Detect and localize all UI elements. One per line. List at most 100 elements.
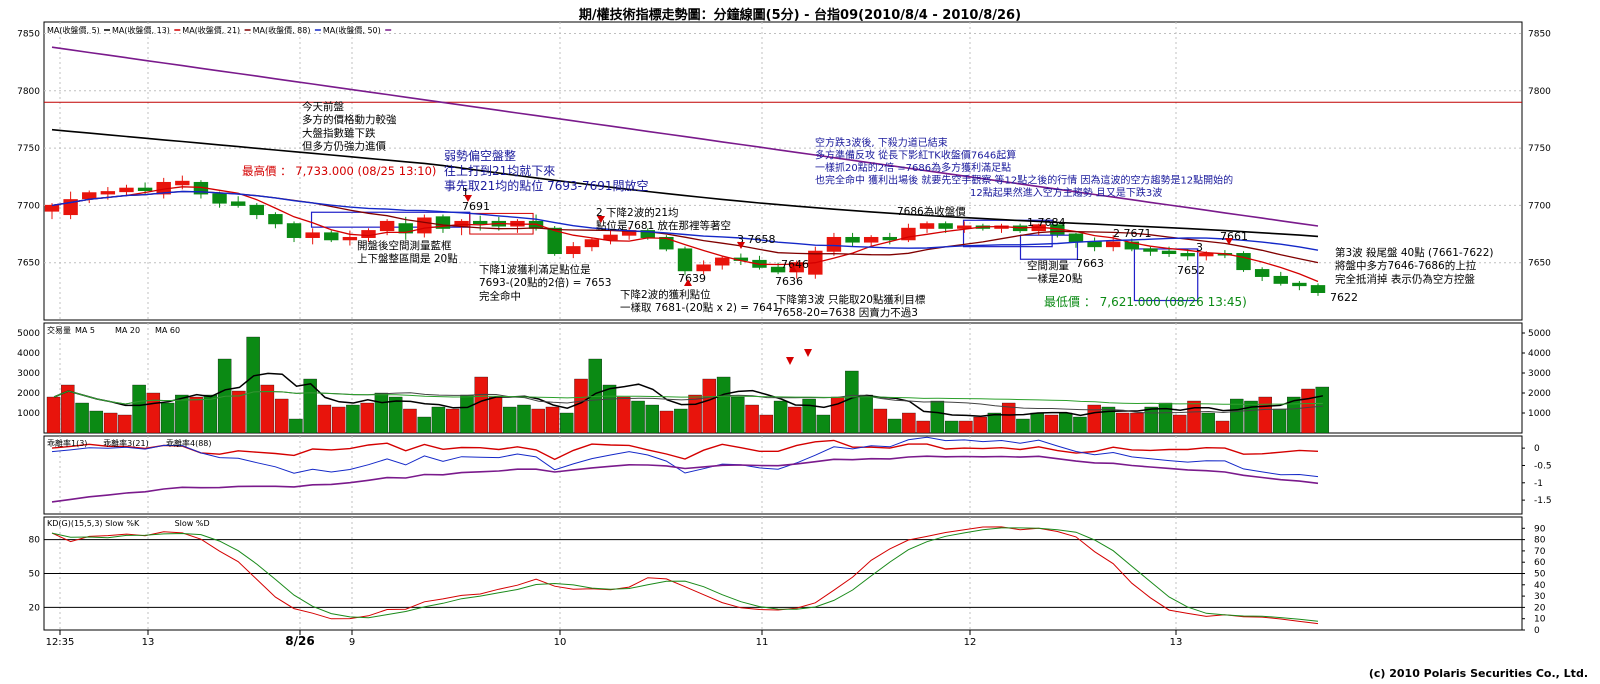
volume-bar bbox=[574, 378, 588, 434]
volume-bar bbox=[1073, 416, 1087, 434]
candle-body bbox=[1236, 253, 1251, 271]
vol-y-tick-label-left: 5000 bbox=[17, 329, 40, 339]
candle-body bbox=[863, 236, 879, 243]
candle-body bbox=[957, 225, 972, 229]
volume-bar bbox=[203, 394, 218, 434]
x-tick-label: 12:35 bbox=[46, 637, 75, 648]
annotation-high-price: 最高價 ： 7,733.000 (08/25 13:10) bbox=[242, 164, 436, 178]
volume-bar bbox=[317, 404, 332, 434]
volume-bar bbox=[745, 404, 759, 434]
down-arrow-icon bbox=[786, 357, 794, 365]
candle-body bbox=[119, 187, 134, 193]
y-tick-label-left: 7750 bbox=[17, 144, 40, 154]
volume-bar bbox=[175, 394, 189, 434]
volume-bar bbox=[987, 412, 1002, 434]
annotation-wave2-21: 2 下降2波的21均 bbox=[596, 206, 679, 219]
kd-legend-item: KD(G)(15,5,3) Slow %K bbox=[47, 519, 140, 528]
annotation-p7691: 1 bbox=[462, 186, 469, 199]
volume-bar bbox=[246, 336, 260, 434]
annotation-wave1: 7693-(20點的2倍) = 7653 bbox=[479, 276, 611, 289]
volume-bar bbox=[388, 396, 403, 434]
bias-line bbox=[51, 455, 1319, 503]
candle-body bbox=[826, 236, 842, 252]
volume-bar bbox=[103, 412, 118, 434]
volume-bar bbox=[1144, 406, 1158, 434]
kd-y-tick-label-right: 60 bbox=[1534, 558, 1546, 568]
volume-bar bbox=[973, 416, 987, 434]
vol-y-tick-label-left: 2000 bbox=[17, 389, 40, 399]
kd-y-tick-label-right: 30 bbox=[1534, 592, 1546, 602]
kd-line bbox=[51, 526, 1319, 625]
candle-body bbox=[659, 236, 674, 250]
volume-bar bbox=[631, 400, 645, 434]
candle-body bbox=[286, 223, 302, 238]
copyright: (c) 2010 Polaris Securities Co., Ltd. bbox=[1368, 667, 1588, 680]
annotation-p7684: 1 7684 bbox=[1027, 216, 1066, 229]
candle-body bbox=[435, 216, 451, 229]
volume-bar bbox=[1244, 400, 1258, 434]
volume-bar bbox=[160, 402, 175, 434]
annotation-p7652: 7652 bbox=[1177, 264, 1205, 277]
volume-bar bbox=[446, 408, 460, 434]
kd-legend-item: Slow %D bbox=[175, 519, 210, 528]
down-arrow-icon bbox=[1225, 238, 1233, 245]
volume-bar bbox=[959, 420, 973, 434]
candle-body bbox=[845, 236, 860, 243]
down-arrow-icon bbox=[597, 216, 605, 223]
annotation-three-waves: 也完全命中 獲利出場後 就要先空手觀察 等12點之後的行情 因為這波的空方趨勢是… bbox=[815, 174, 1233, 187]
y-tick-label-left: 7850 bbox=[17, 29, 40, 39]
volume-bar bbox=[802, 398, 816, 434]
candle-body bbox=[547, 227, 562, 255]
volume-bar bbox=[89, 410, 104, 434]
candle-body bbox=[677, 248, 693, 272]
volume-bar bbox=[1187, 400, 1201, 434]
candle-body bbox=[1292, 282, 1307, 287]
volume-bar bbox=[1116, 412, 1130, 434]
bias-y-tick-label: -1.5 bbox=[1534, 496, 1552, 506]
annotation-box-range: 開盤後空間測量藍框 bbox=[357, 239, 452, 252]
panel-frame-3 bbox=[43, 435, 1523, 515]
bias-legend-item: 乖離率1(3) bbox=[47, 438, 87, 448]
volume-bar bbox=[260, 384, 275, 434]
annotation-space-measure: 一樣是20點 bbox=[1027, 272, 1083, 285]
measure-box bbox=[1019, 234, 1079, 260]
annotation-p7639: 7639 bbox=[678, 272, 706, 285]
volume-ma-line bbox=[53, 372, 1324, 417]
vol-y-tick-label-right: 2000 bbox=[1528, 389, 1551, 399]
kd-y-tick-label-right: 90 bbox=[1534, 524, 1546, 534]
panel-frame-1 bbox=[43, 21, 1523, 321]
volume-bar bbox=[873, 408, 888, 434]
candle-body bbox=[1087, 241, 1102, 248]
kd-y-tick-label-right: 80 bbox=[1534, 536, 1546, 546]
down-arrow-icon bbox=[737, 242, 745, 249]
annotation-wave2-target: 下降2波的獲利點位 bbox=[620, 288, 711, 301]
volume-bar bbox=[232, 390, 246, 434]
volume-bar bbox=[1258, 396, 1272, 434]
volume-bar bbox=[403, 408, 417, 434]
volume-bar bbox=[859, 394, 873, 434]
volume-bar bbox=[1158, 402, 1173, 434]
candle-body bbox=[379, 220, 395, 232]
volume-bar bbox=[731, 396, 745, 434]
volume-bar bbox=[602, 384, 617, 434]
candle-body bbox=[137, 187, 153, 191]
candle-body bbox=[230, 201, 246, 206]
candle-body bbox=[305, 232, 320, 238]
volume-bar bbox=[702, 378, 717, 434]
volume-bar bbox=[1215, 420, 1230, 434]
down-arrow-icon bbox=[464, 195, 472, 202]
candle-body bbox=[938, 223, 953, 229]
volume-bar bbox=[189, 396, 203, 434]
price-legend-item: MA(收盤價, 13) bbox=[112, 25, 170, 35]
annotation-before-open: 多方的價格動力較強 bbox=[302, 113, 397, 126]
volume-bar bbox=[716, 376, 731, 434]
candle-body bbox=[1143, 248, 1158, 252]
volume-bar bbox=[545, 406, 560, 434]
volume-bar bbox=[474, 376, 488, 434]
annotation-low-price: 最低價 ： 7,621.000 (08/26 13:45) bbox=[1044, 295, 1247, 309]
volume-bar bbox=[460, 394, 474, 434]
vol-y-tick-label-right: 1000 bbox=[1528, 409, 1551, 419]
volume-bar bbox=[146, 392, 161, 434]
annotation-p7663: 7663 bbox=[1076, 257, 1104, 270]
x-tick-label: 8/26 bbox=[285, 634, 314, 648]
